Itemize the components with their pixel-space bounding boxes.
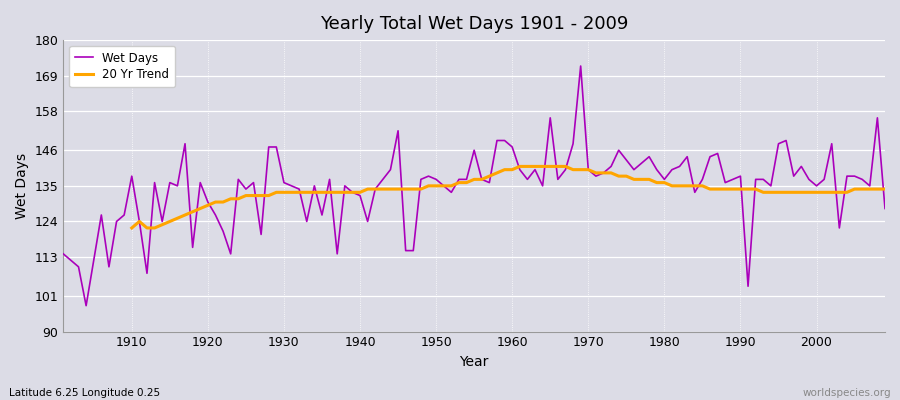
- Wet Days: [81, 303, 92, 308]
- 20 Yr Trend: [271, 190, 282, 195]
- Wet Days: [879, 206, 890, 211]
- 20 Yr Trend: [850, 187, 860, 192]
- 20 Yr Trend: [522, 164, 533, 169]
- 20 Yr Trend: [826, 190, 837, 195]
- Wet Days: [613, 148, 624, 153]
- Wet Days: [507, 144, 517, 149]
- Legend: Wet Days, 20 Yr Trend: Wet Days, 20 Yr Trend: [69, 46, 176, 87]
- Text: worldspecies.org: worldspecies.org: [803, 388, 891, 398]
- 20 Yr Trend: [583, 167, 594, 172]
- Wet Days: [58, 252, 68, 256]
- 20 Yr Trend: [302, 190, 312, 195]
- Title: Yearly Total Wet Days 1901 - 2009: Yearly Total Wet Days 1901 - 2009: [320, 15, 628, 33]
- Wet Days: [126, 174, 137, 178]
- Line: Wet Days: Wet Days: [63, 66, 885, 306]
- X-axis label: Year: Year: [460, 355, 489, 369]
- Line: 20 Yr Trend: 20 Yr Trend: [131, 166, 885, 228]
- 20 Yr Trend: [879, 187, 890, 192]
- Wet Days: [575, 64, 586, 68]
- Wet Days: [515, 167, 526, 172]
- Wet Days: [293, 187, 304, 192]
- Wet Days: [339, 184, 350, 188]
- 20 Yr Trend: [126, 226, 137, 230]
- Y-axis label: Wet Days: Wet Days: [15, 153, 29, 219]
- 20 Yr Trend: [515, 164, 526, 169]
- Text: Latitude 6.25 Longitude 0.25: Latitude 6.25 Longitude 0.25: [9, 388, 160, 398]
